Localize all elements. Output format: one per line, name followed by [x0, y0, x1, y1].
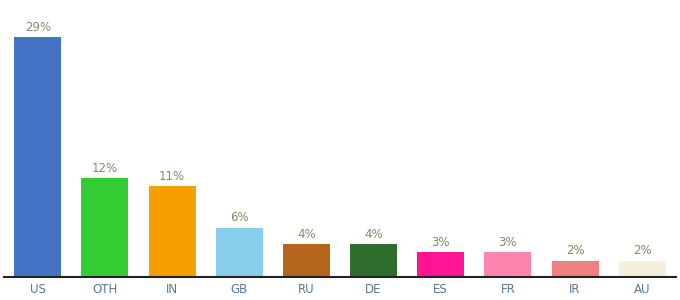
Text: 2%: 2%: [566, 244, 584, 257]
Text: 3%: 3%: [432, 236, 450, 249]
Bar: [551, 261, 598, 277]
Bar: [418, 252, 464, 277]
Bar: [216, 228, 262, 277]
Text: 29%: 29%: [24, 21, 51, 34]
Bar: [82, 178, 129, 277]
Text: 11%: 11%: [159, 170, 185, 183]
Text: 3%: 3%: [498, 236, 517, 249]
Text: 4%: 4%: [297, 228, 316, 241]
Bar: [283, 244, 330, 277]
Bar: [619, 261, 666, 277]
Text: 4%: 4%: [364, 228, 383, 241]
Text: 6%: 6%: [230, 211, 249, 224]
Bar: [350, 244, 397, 277]
Text: 12%: 12%: [92, 162, 118, 175]
Bar: [14, 37, 61, 277]
Bar: [484, 252, 532, 277]
Text: 2%: 2%: [633, 244, 651, 257]
Bar: [148, 186, 196, 277]
